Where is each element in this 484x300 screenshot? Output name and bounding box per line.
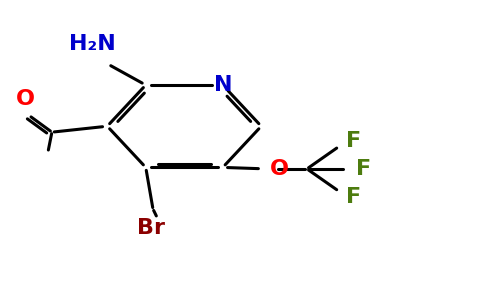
- Text: N: N: [213, 75, 232, 95]
- Text: O: O: [16, 89, 35, 109]
- Text: F: F: [356, 159, 371, 179]
- Text: O: O: [270, 159, 289, 179]
- Text: H₂N: H₂N: [69, 34, 116, 54]
- Text: Br: Br: [136, 218, 165, 238]
- Text: F: F: [346, 131, 361, 151]
- Text: F: F: [346, 187, 361, 206]
